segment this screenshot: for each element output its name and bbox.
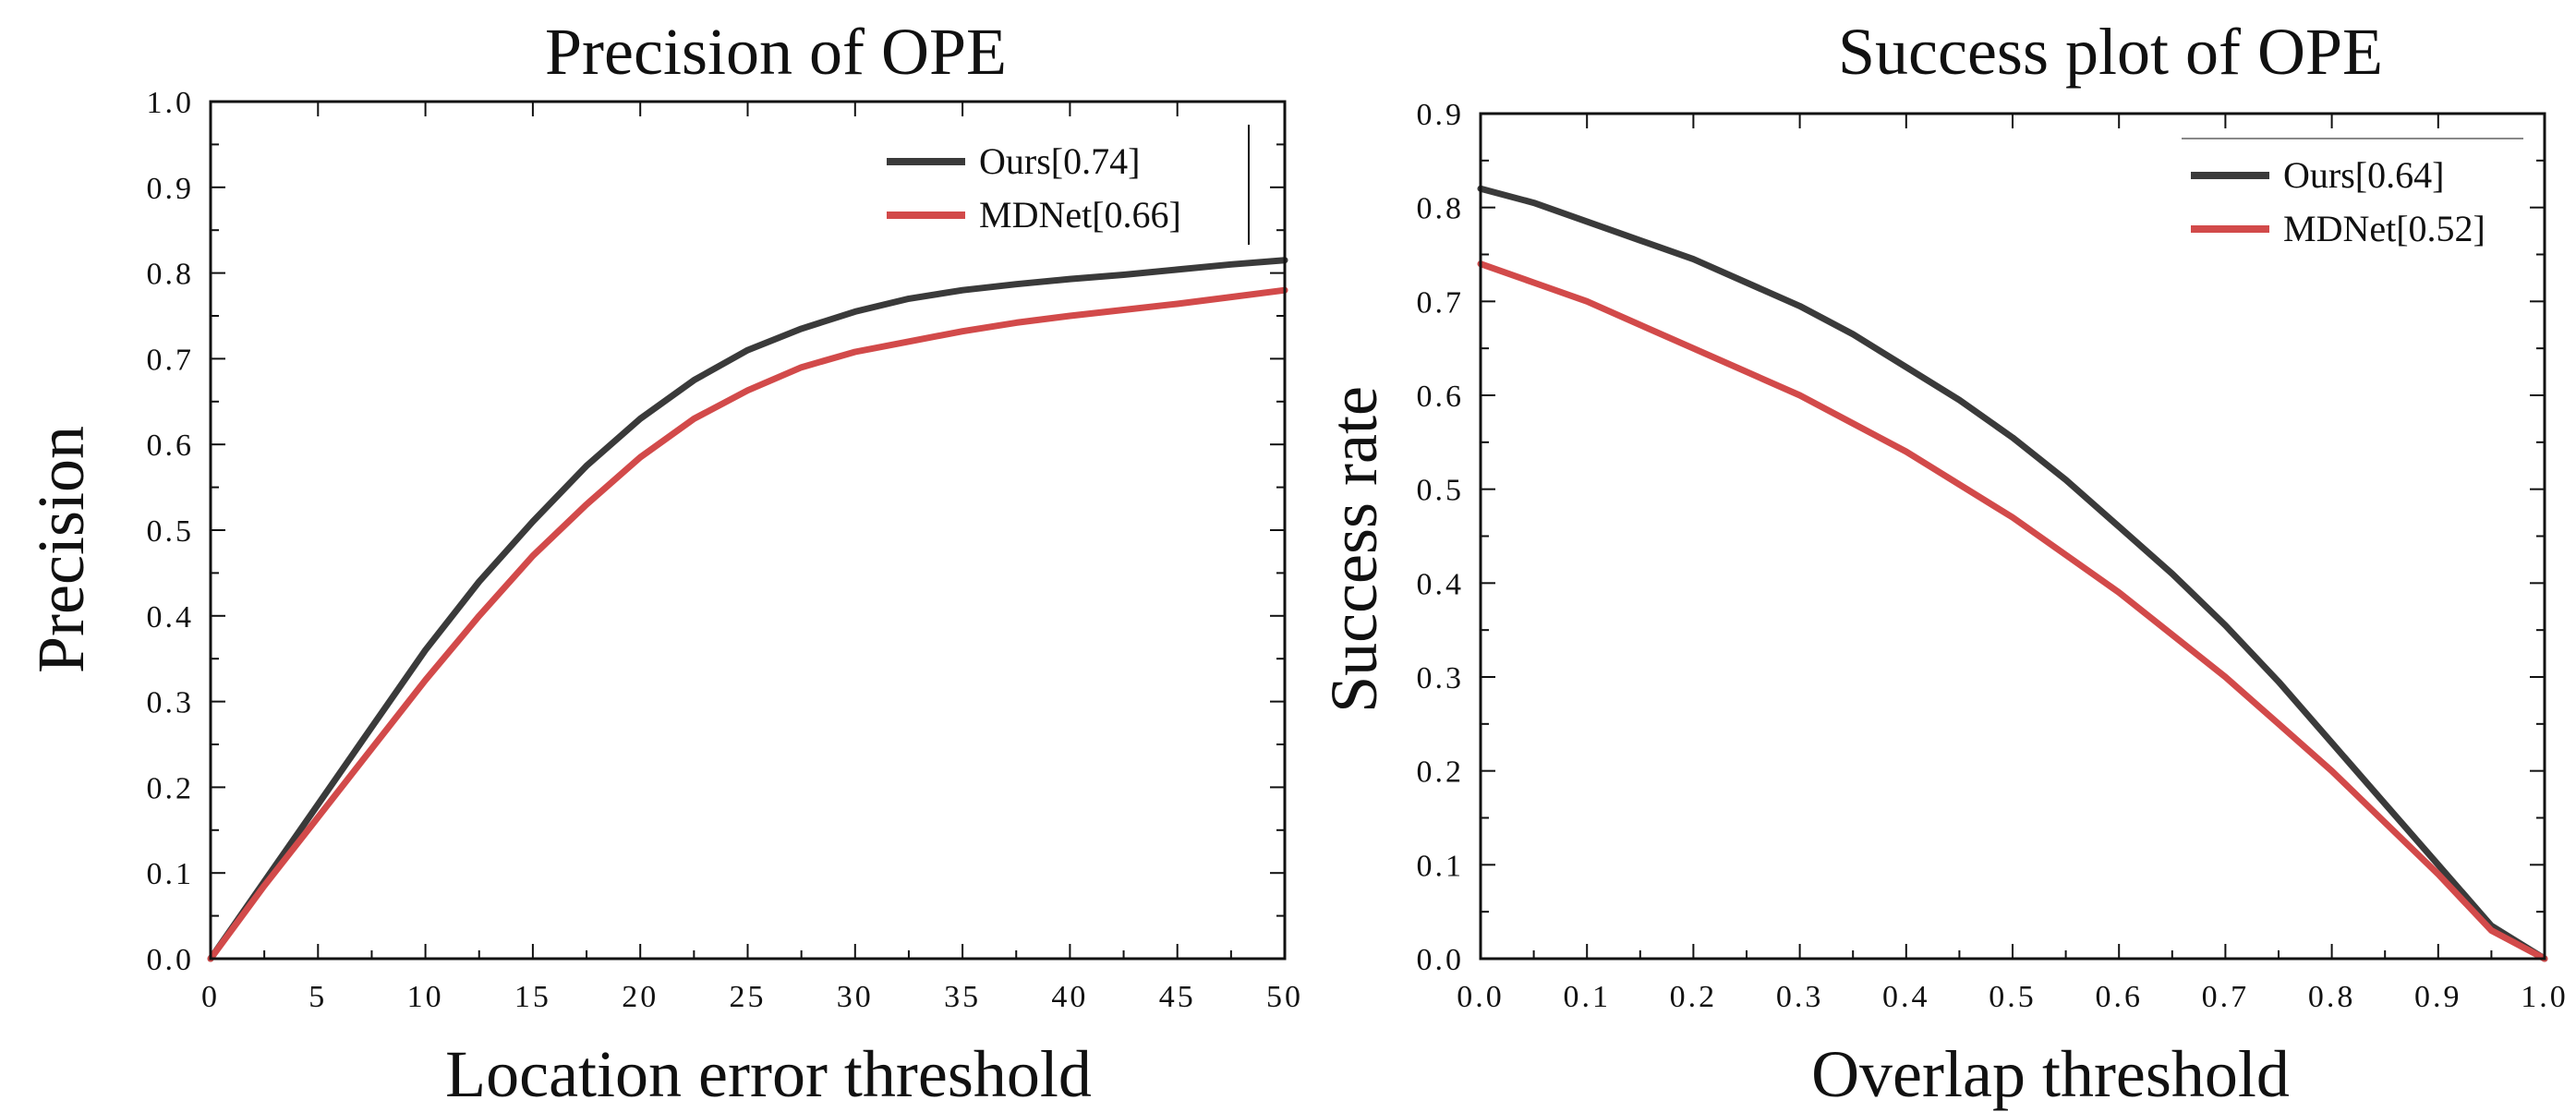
success-y-tick-label: 0.4: [1417, 567, 1465, 601]
precision-x-tick-label: 30: [837, 980, 874, 1014]
precision-chart: Precision of OPE Location error threshol…: [24, 15, 1303, 1111]
precision-x-tick-label: 5: [308, 980, 327, 1014]
success-y-tick-label: 0.9: [1417, 98, 1465, 132]
precision-legend: Ours[0.74] MDNet[0.66]: [887, 125, 1250, 245]
precision-series-layer: [207, 257, 1288, 962]
precision-x-axis-label: Location error threshold: [445, 1037, 1092, 1111]
success-x-tick-label: 0.2: [1670, 980, 1718, 1014]
precision-x-tick-label: 0: [201, 980, 220, 1014]
precision-x-tick-label: 20: [622, 980, 659, 1014]
success-y-tick-label: 0.3: [1417, 661, 1465, 695]
legend-label-ours: Ours[0.64]: [2283, 154, 2444, 196]
success-y-tick-label: 0.1: [1417, 849, 1465, 883]
success-chart-title: Success plot of OPE: [1838, 15, 2383, 89]
success-x-tick-label: 0.4: [1882, 980, 1930, 1014]
success-y-tick-label: 0.0: [1417, 943, 1465, 977]
success-y-tick-label: 0.7: [1417, 285, 1465, 320]
precision-y-tick-label: 0.9: [147, 172, 195, 206]
success-series-layer: [1477, 185, 2548, 962]
precision-series-ours: [207, 257, 1288, 962]
precision-y-axis-label: Precision: [24, 426, 98, 673]
precision-y-tick-label: 0.2: [147, 771, 195, 805]
success-x-tick-label: 0.7: [2202, 980, 2250, 1014]
success-x-tick-label: 0.9: [2414, 980, 2462, 1014]
success-x-tick-label: 0.5: [1989, 980, 2037, 1014]
success-y-tick-label: 0.6: [1417, 380, 1465, 414]
precision-x-tick-label: 50: [1266, 980, 1303, 1014]
precision-series-mdnet: [207, 286, 1288, 962]
success-x-tick-label: 0.3: [1776, 980, 1824, 1014]
success-y-tick-label: 0.8: [1417, 192, 1465, 226]
success-chart: Success plot of OPE Overlap threshold Su…: [1317, 15, 2569, 1111]
success-series-mdnet: [1477, 260, 2548, 962]
precision-y-tick-label: 0.0: [147, 943, 195, 977]
success-x-tick-label: 0.6: [2095, 980, 2143, 1014]
precision-x-tick-label: 15: [514, 980, 551, 1014]
success-y-axis-label: Success rate: [1317, 386, 1391, 713]
precision-x-tick-label: 35: [944, 980, 981, 1014]
precision-y-tick-label: 0.5: [147, 514, 195, 549]
success-ticks: 0.0 0.1 0.2 0.3 0.4 0.5 0.6 0.7 0.8 0.9 1.0 0.0 0.1 0…: [1417, 98, 2569, 1014]
precision-x-tick-label: 40: [1051, 980, 1088, 1014]
legend-label-mdnet: MDNet[0.66]: [979, 194, 1181, 236]
legend-label-mdnet: MDNet[0.52]: [2283, 208, 2485, 249]
success-x-tick-label: 0.0: [1457, 980, 1505, 1014]
precision-x-tick-label: 25: [730, 980, 767, 1014]
success-legend: Ours[0.64] MDNet[0.52]: [2182, 138, 2523, 249]
legend-label-ours: Ours[0.74]: [979, 140, 1140, 182]
precision-y-tick-label: 0.4: [147, 600, 195, 635]
precision-x-tick-label: 10: [407, 980, 444, 1014]
precision-y-tick-label: 0.1: [147, 857, 195, 891]
success-x-axis-label: Overlap threshold: [1811, 1037, 2290, 1111]
precision-ticks: 0 5 10 15 20 25 30 35 40 45 50 0.0 0.1 0.2 0.3 0.4 0.5 0.…: [147, 86, 1303, 1014]
precision-y-tick-label: 0.3: [147, 686, 195, 720]
success-x-tick-label: 0.1: [1563, 980, 1611, 1014]
success-x-tick-label: 0.8: [2308, 980, 2356, 1014]
success-plot-frame: [1479, 112, 2546, 961]
precision-plot-frame: [209, 100, 1287, 961]
precision-y-tick-label: 0.6: [147, 429, 195, 463]
success-y-tick-label: 0.2: [1417, 755, 1465, 790]
success-series-ours: [1477, 185, 2548, 962]
precision-y-tick-label: 0.8: [147, 258, 195, 292]
precision-y-tick-label: 1.0: [147, 86, 195, 120]
precision-chart-title: Precision of OPE: [545, 15, 1007, 89]
success-y-tick-label: 0.5: [1417, 474, 1465, 508]
precision-x-tick-label: 45: [1159, 980, 1196, 1014]
success-x-tick-label: 1.0: [2521, 980, 2569, 1014]
precision-y-tick-label: 0.7: [147, 343, 195, 377]
